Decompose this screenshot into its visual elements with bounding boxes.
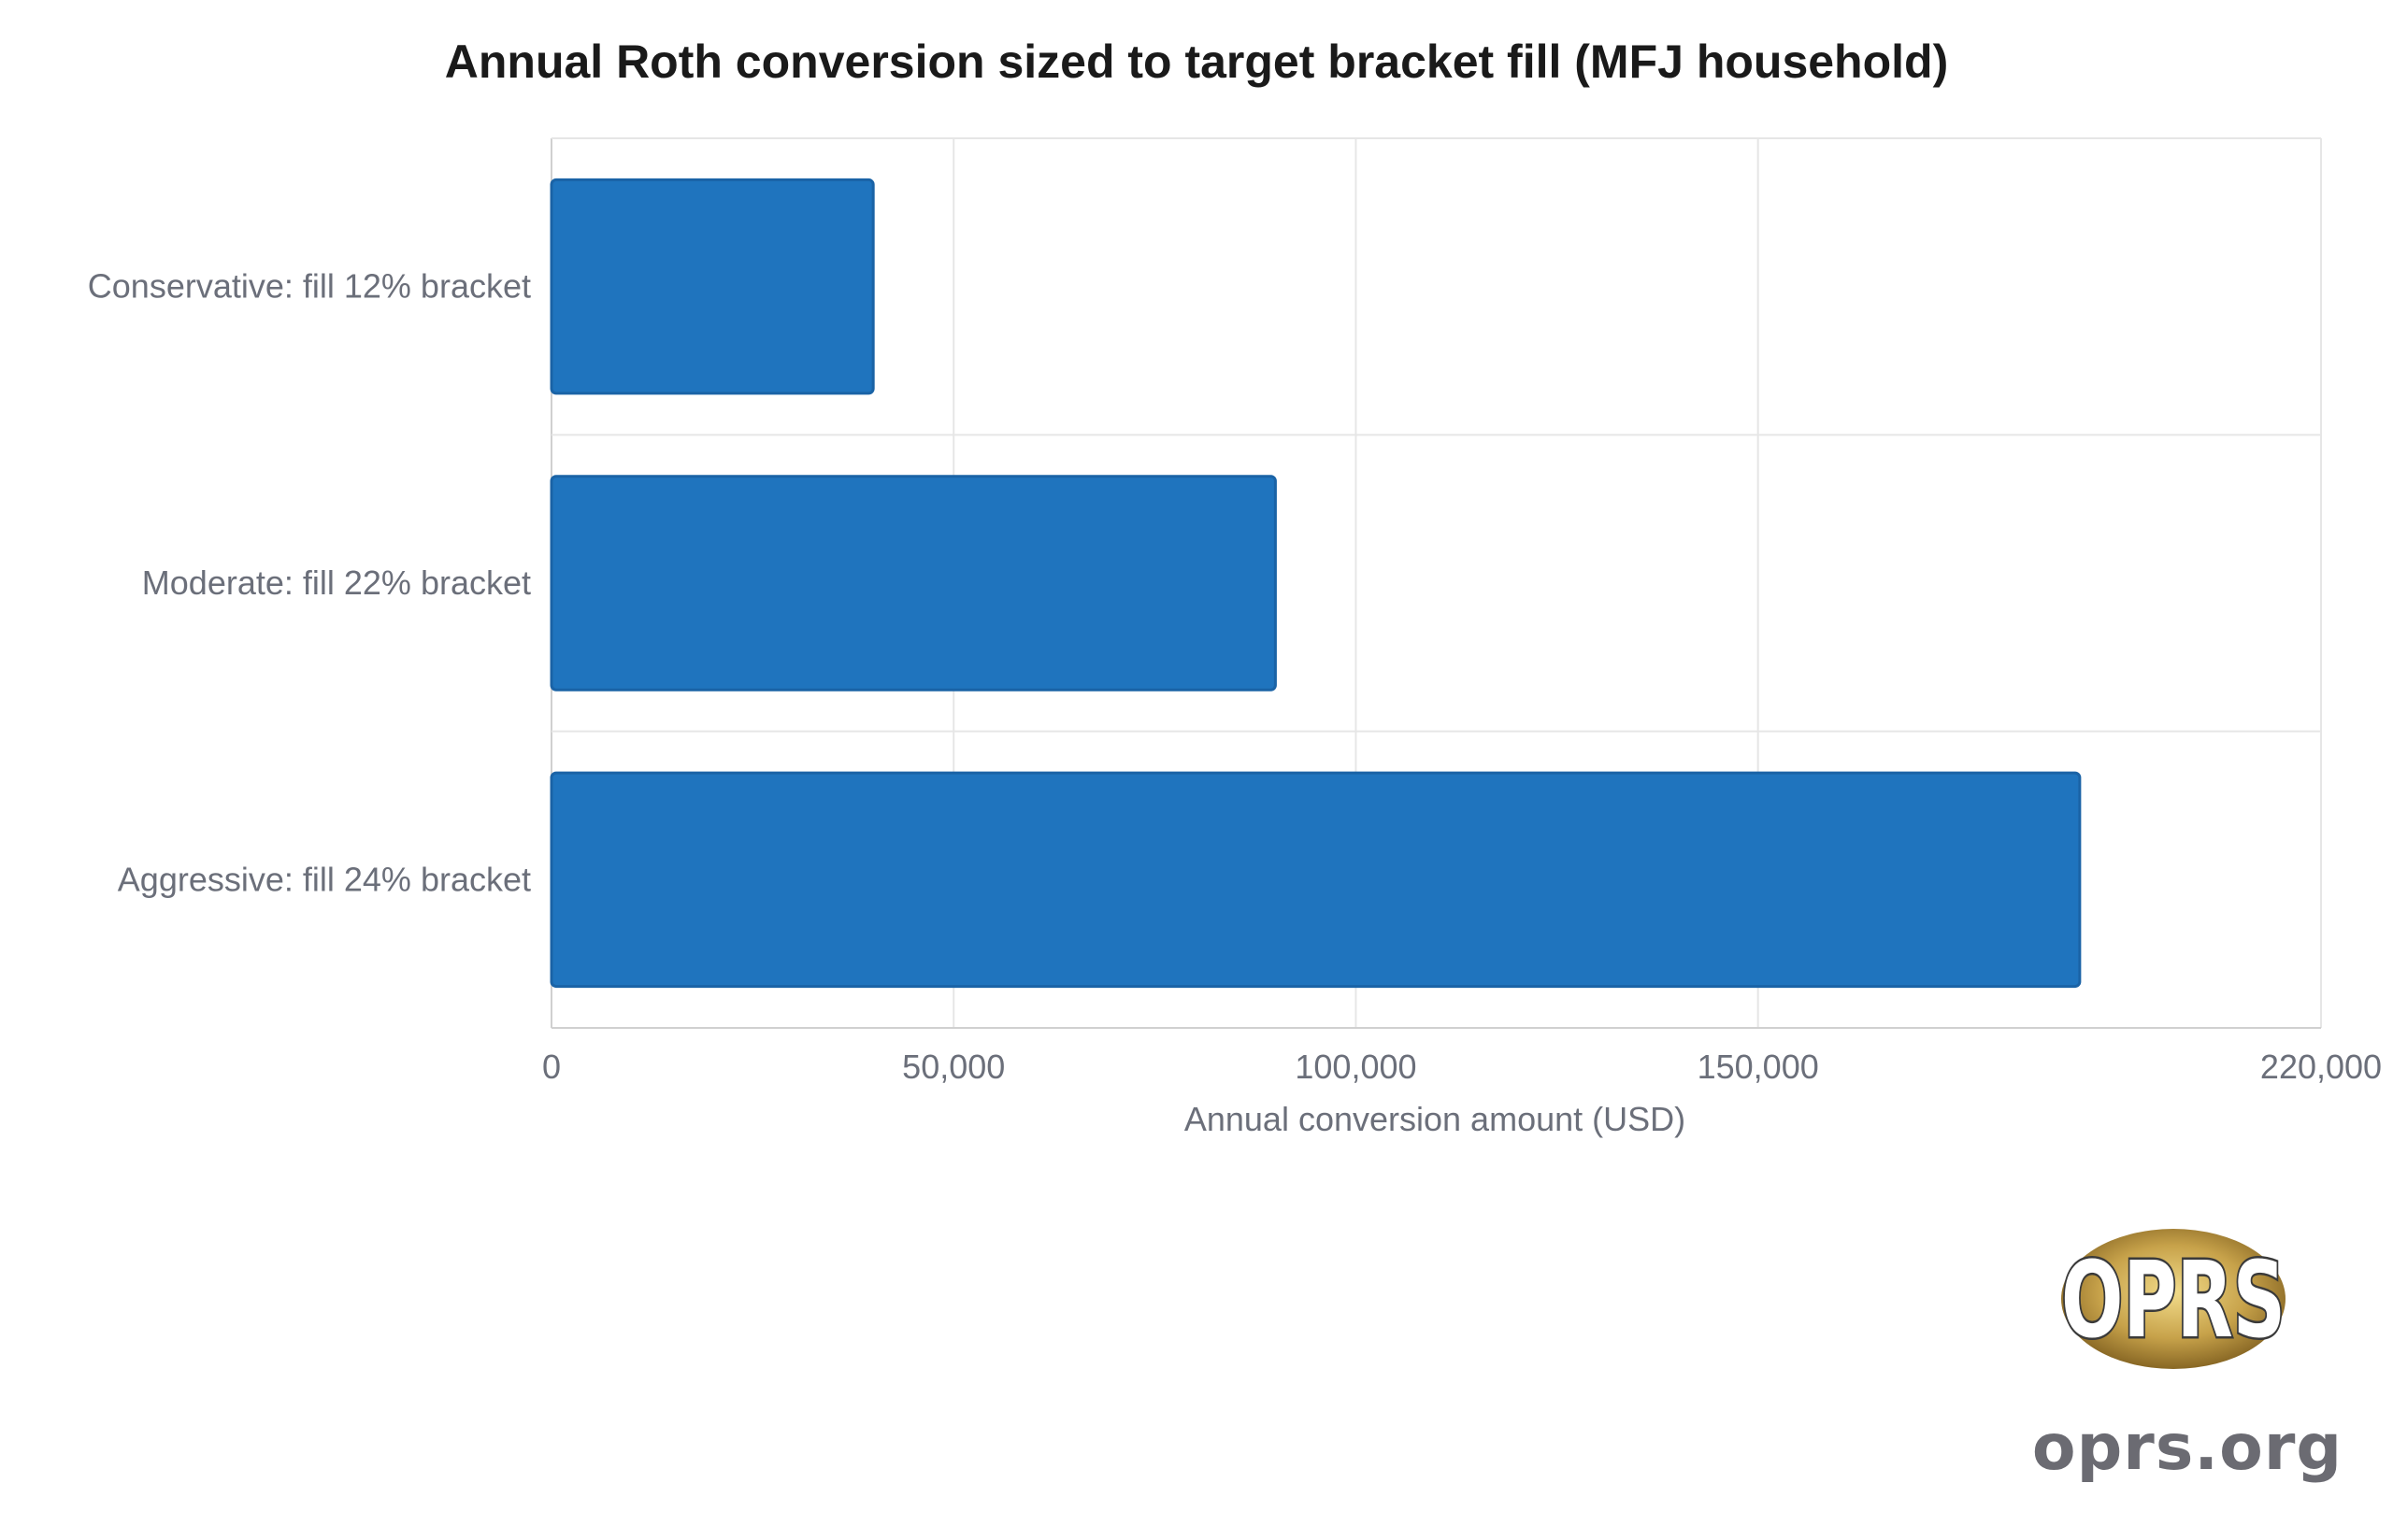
x-tick-label: 220,000 [2260, 1048, 2382, 1086]
bar [550, 178, 875, 395]
bars [550, 178, 2082, 989]
x-tick-label: 150,000 [1698, 1048, 1819, 1086]
y-tick-labels: Conservative: fill 12% bracket Moderate: … [88, 267, 531, 899]
oprs-logo-text: OPRS [2061, 1240, 2286, 1362]
oprs-badge-icon: OPRS [2059, 1229, 2288, 1369]
x-tick-labels: 0 50,000 100,000 150,000 220,000 [542, 1048, 2382, 1086]
oprs-url: oprs.org [2031, 1411, 2343, 1485]
y-tick-label: Conservative: fill 12% bracket [88, 267, 531, 306]
x-tick-label: 50,000 [902, 1048, 1005, 1086]
x-axis-label: Annual conversion amount (USD) [1184, 1100, 1685, 1138]
chart-title: Annual Roth conversion sized to target b… [445, 36, 1948, 88]
x-tick-label: 100,000 [1295, 1048, 1416, 1086]
bar [550, 475, 1277, 692]
x-tick-label: 0 [542, 1048, 561, 1086]
oprs-logo: OPRS oprs.org [2028, 1224, 2346, 1504]
y-tick-label: Aggressive: fill 24% bracket [118, 860, 531, 898]
y-tick-label: Moderate: fill 22% bracket [142, 563, 531, 602]
bar [550, 771, 2082, 989]
